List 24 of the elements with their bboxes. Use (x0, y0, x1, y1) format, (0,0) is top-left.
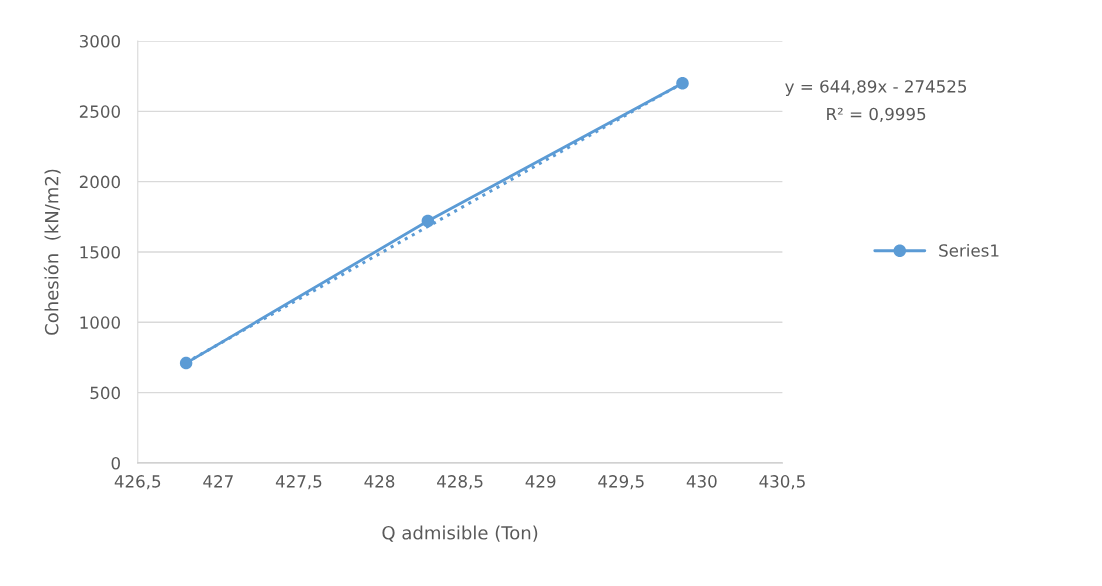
point (421, 214, 435, 228)
x-tick-label: 430 (686, 475, 717, 488)
text: R² = 0,9995 (827, 107, 926, 122)
x-tick-label: 429 (525, 475, 556, 488)
text: y = 644,89x - 274525 (785, 80, 967, 96)
y-tick-label: 0 (111, 456, 120, 470)
point (676, 76, 689, 90)
point (179, 356, 193, 370)
y-tick-label: 1000 (80, 316, 120, 329)
x-axis-title: Q admisible (Ton) (382, 525, 538, 542)
y-tick-label: 2000 (79, 175, 120, 189)
x-tick-label: 427 (203, 475, 233, 488)
x-tick-label: 427,5 (275, 475, 322, 490)
x-tick-label: 428,5 (437, 475, 483, 490)
legend-label: Series1 (939, 243, 999, 257)
y-tick-label: 2500 (79, 105, 120, 118)
y-tick-label: 3000 (79, 34, 120, 48)
y-axis-title: Cohesión (kN/m2) (43, 169, 61, 335)
y-tick-label: 500 (90, 386, 120, 400)
x-tick-label: 430,5 (759, 475, 805, 490)
x-tick-label: 426,5 (114, 475, 161, 490)
x-tick-label: 429,5 (598, 475, 644, 490)
x-tick-label: 428 (364, 475, 395, 488)
y-tick-label: 1500 (80, 245, 120, 259)
